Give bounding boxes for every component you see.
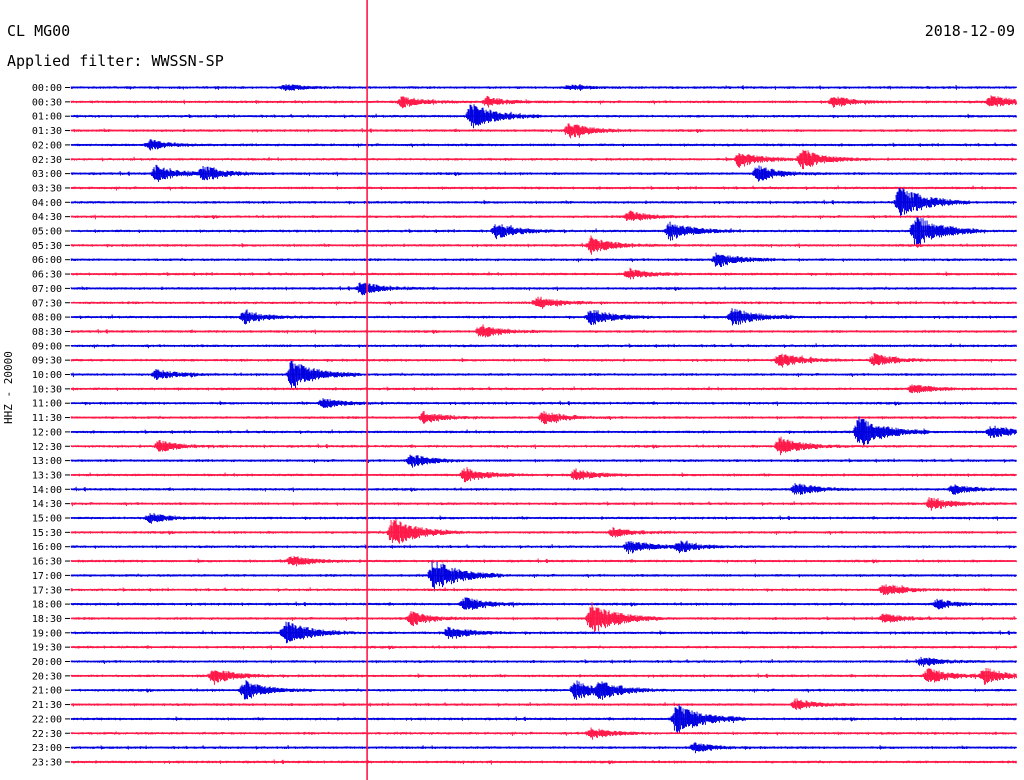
row-time-label: 04:30 [32, 212, 62, 223]
row-time-label: 13:00 [32, 456, 62, 467]
station-title: CL MG00 [7, 22, 71, 40]
row-time-label: 19:00 [32, 628, 62, 639]
row-time-label: 15:30 [32, 528, 62, 539]
row-time-label: 04:00 [32, 198, 62, 209]
row-time-label: 23:30 [32, 757, 62, 768]
row-time-label: 13:30 [32, 470, 62, 481]
row-time-label: 02:00 [32, 140, 62, 151]
row-time-label: 02:30 [32, 155, 62, 166]
row-time-label: 06:30 [32, 270, 62, 281]
trace-1700 [70, 561, 1017, 592]
row-time-label: 06:00 [32, 255, 62, 266]
row-time-label: 05:00 [32, 227, 62, 238]
row-time-label: 20:30 [32, 671, 62, 682]
row-time-label: 22:00 [32, 714, 62, 725]
row-time-label: 18:00 [32, 600, 62, 611]
row-time-label: 12:30 [32, 442, 62, 453]
row-time-label: 10:00 [32, 370, 62, 381]
row-time-label: 16:00 [32, 542, 62, 553]
row-time-label: 15:00 [32, 514, 62, 525]
row-time-label: 09:30 [32, 356, 62, 367]
row-time-label: 08:30 [32, 327, 62, 338]
row-time-label: 16:30 [32, 557, 62, 568]
row-time-label: 08:00 [32, 313, 62, 324]
row-time-label: 20:00 [32, 657, 62, 668]
row-time-label: 00:00 [32, 83, 62, 94]
filter-label: Applied filter: WWSSN-SP [7, 52, 224, 70]
trace-0430 [70, 210, 1017, 221]
row-time-label: 21:00 [32, 686, 62, 697]
row-time-label: 00:30 [32, 97, 62, 108]
row-time-label: 21:30 [32, 700, 62, 711]
row-time-label: 17:00 [32, 571, 62, 582]
row-time-label: 17:30 [32, 585, 62, 596]
row-time-label: 01:30 [32, 126, 62, 137]
row-time-label: 11:00 [32, 399, 62, 410]
row-time-label: 09:00 [32, 341, 62, 352]
row-time-label: 03:00 [32, 169, 62, 180]
row-time-label: 11:30 [32, 413, 62, 424]
row-time-label: 07:30 [32, 298, 62, 309]
row-time-label: 19:30 [32, 643, 62, 654]
trace-1530 [70, 519, 1017, 544]
row-time-label: 18:30 [32, 614, 62, 625]
row-time-label: 14:00 [32, 485, 62, 496]
row-time-label: 01:00 [32, 112, 62, 123]
row-time-label: 22:30 [32, 729, 62, 740]
row-time-label: 23:00 [32, 743, 62, 754]
row-time-label: 03:30 [32, 183, 62, 194]
row-time-label: 14:30 [32, 499, 62, 510]
row-time-label: 12:00 [32, 427, 62, 438]
row-time-label: 10:30 [32, 384, 62, 395]
row-time-label: 07:00 [32, 284, 62, 295]
row-time-label: 05:30 [32, 241, 62, 252]
date-label: 2018-12-09 [924, 22, 1015, 40]
